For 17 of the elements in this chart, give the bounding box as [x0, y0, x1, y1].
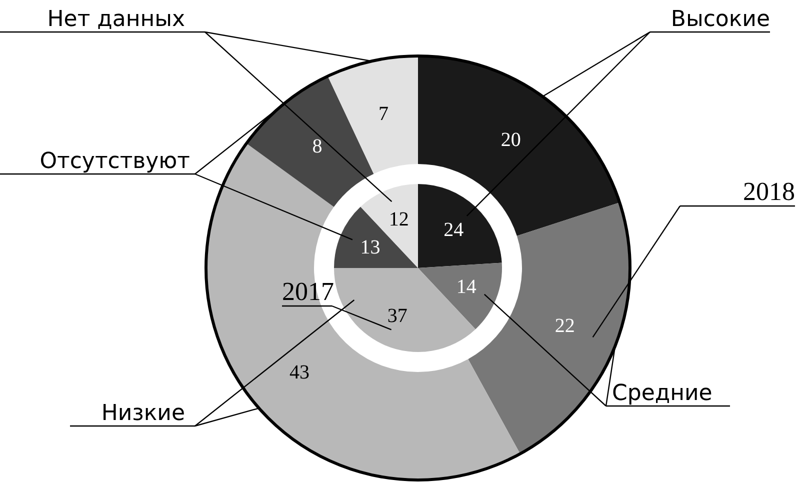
slice-label: Высокие [670, 7, 770, 32]
data-label: 22 [554, 315, 575, 338]
data-label: 43 [289, 361, 310, 384]
data-label: 8 [312, 135, 322, 158]
slice-label: Нет данных [47, 7, 185, 32]
data-label: 12 [388, 208, 409, 231]
data-label: 20 [500, 129, 521, 152]
data-label: 37 [387, 304, 408, 327]
data-label: 7 [378, 102, 389, 125]
slice-label: 2017 [282, 277, 334, 306]
data-label: 14 [456, 276, 476, 298]
slice-label: Отсутствуют [40, 149, 190, 174]
data-label: 13 [360, 236, 380, 258]
slice-label: Средние [612, 381, 712, 406]
slice-label: 2018 [743, 177, 795, 206]
slice-label: Низкие [101, 401, 185, 426]
data-label: 24 [444, 219, 464, 242]
